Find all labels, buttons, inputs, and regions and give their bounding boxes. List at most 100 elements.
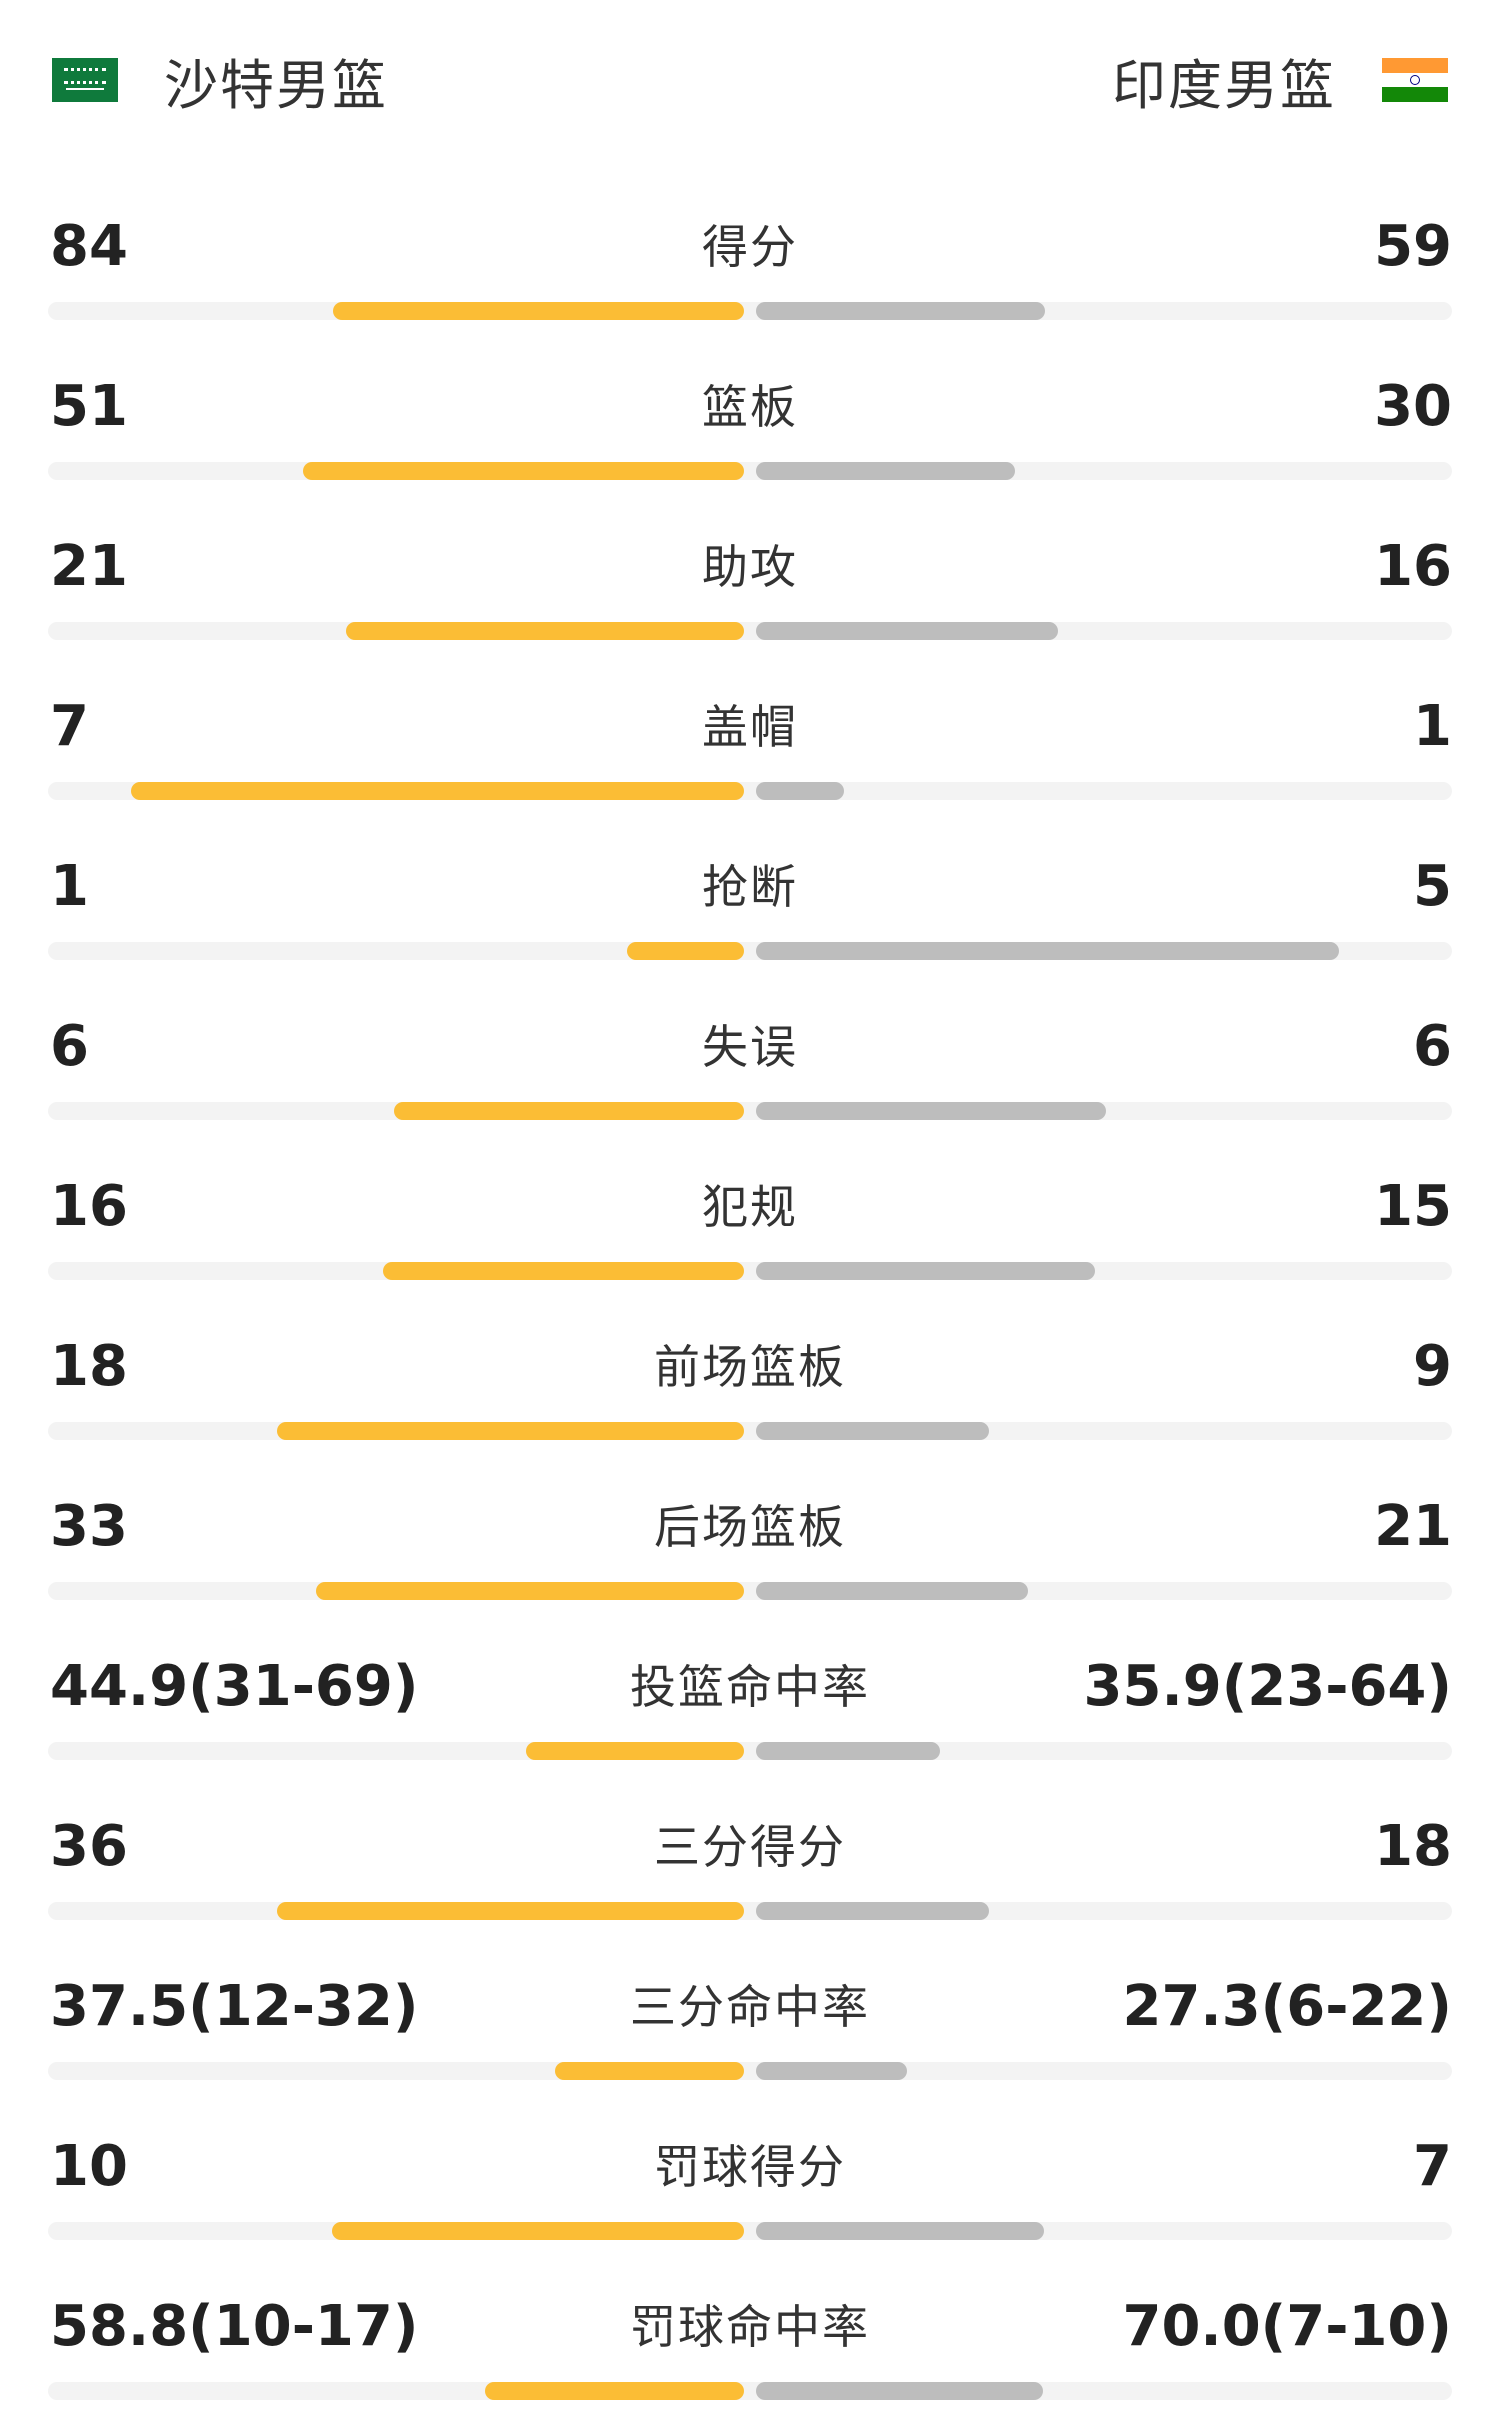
away-stat-bar xyxy=(756,942,1339,960)
away-stat-value: 21 xyxy=(1374,1494,1452,1559)
stat-label: 助攻 xyxy=(702,540,798,594)
stat-label: 失误 xyxy=(702,1020,798,1074)
home-stat-bar xyxy=(316,1582,744,1600)
away-stat-value: 30 xyxy=(1374,374,1452,439)
stat-row: 33 后场篮板 21 xyxy=(0,1460,1500,1620)
stat-bar-track xyxy=(48,1582,1452,1600)
away-team[interactable]: 印度男篮 xyxy=(1112,40,1448,120)
home-team-name: 沙特男篮 xyxy=(164,53,388,117)
stat-row: 10 罚球得分 7 xyxy=(0,2100,1500,2260)
stat-bar-track xyxy=(48,1262,1452,1280)
stat-row: 7 盖帽 1 xyxy=(0,660,1500,820)
away-stat-bar xyxy=(756,1422,989,1440)
home-stat-bar xyxy=(277,1902,744,1920)
stat-label: 投篮命中率 xyxy=(630,1660,870,1714)
home-stat-bar xyxy=(333,302,744,320)
away-stat-value: 9 xyxy=(1413,1334,1452,1399)
away-stat-bar xyxy=(756,1902,989,1920)
stat-label: 抢断 xyxy=(702,860,798,914)
stat-bar-track xyxy=(48,1102,1452,1120)
home-stat-bar xyxy=(277,1422,744,1440)
home-stat-value: 21 xyxy=(50,534,128,599)
stat-label: 前场篮板 xyxy=(654,1340,846,1394)
stat-row: 36 三分得分 18 xyxy=(0,1780,1500,1940)
home-stat-bar xyxy=(555,2062,744,2080)
home-stat-bar xyxy=(627,942,744,960)
away-stat-value: 15 xyxy=(1374,1174,1452,1239)
away-stat-value: 59 xyxy=(1374,214,1452,279)
home-stat-value: 84 xyxy=(50,214,128,279)
away-stat-value: 6 xyxy=(1413,1014,1452,1079)
stat-bar-track xyxy=(48,1902,1452,1920)
home-stat-value: 1 xyxy=(50,854,89,919)
away-stat-value: 1 xyxy=(1413,694,1452,759)
home-stat-value: 7 xyxy=(50,694,89,759)
stat-row: 1 抢断 5 xyxy=(0,820,1500,980)
stat-label: 罚球命中率 xyxy=(630,2300,870,2354)
home-stat-bar xyxy=(383,1262,744,1280)
stat-label: 三分命中率 xyxy=(630,1980,870,2034)
home-stat-value: 18 xyxy=(50,1334,128,1399)
stat-bar-track xyxy=(48,2062,1452,2080)
away-stat-bar xyxy=(756,622,1058,640)
home-stat-value: 58.8(10-17) xyxy=(50,2294,419,2359)
home-stat-bar xyxy=(526,1742,744,1760)
stat-row: 37.5(12-32) 三分命中率 27.3(6-22) xyxy=(0,1940,1500,2100)
stat-label: 犯规 xyxy=(702,1180,798,1234)
stat-bar-track xyxy=(48,1422,1452,1440)
home-stat-value: 37.5(12-32) xyxy=(50,1974,419,2039)
home-stat-bar xyxy=(346,622,744,640)
home-stat-value: 36 xyxy=(50,1814,128,1879)
india-flag-icon xyxy=(1382,58,1448,103)
stat-label: 盖帽 xyxy=(702,700,798,754)
stat-row: 44.9(31-69) 投篮命中率 35.9(23-64) xyxy=(0,1620,1500,1780)
away-stat-bar xyxy=(756,2222,1044,2240)
home-stat-bar xyxy=(332,2222,744,2240)
home-stat-value: 44.9(31-69) xyxy=(50,1654,419,1719)
away-stat-value: 16 xyxy=(1374,534,1452,599)
home-stat-value: 10 xyxy=(50,2134,128,2199)
match-header: 沙特男篮 印度男篮 xyxy=(0,0,1500,160)
stat-bar-track xyxy=(48,1742,1452,1760)
away-stat-value: 7 xyxy=(1413,2134,1452,2199)
away-stat-bar xyxy=(756,2382,1043,2400)
stat-label: 三分得分 xyxy=(654,1820,846,1874)
stat-row: 51 篮板 30 xyxy=(0,340,1500,500)
home-stat-value: 51 xyxy=(50,374,128,439)
away-stat-value: 18 xyxy=(1374,1814,1452,1879)
stat-row: 16 犯规 15 xyxy=(0,1140,1500,1300)
away-stat-bar xyxy=(756,302,1045,320)
away-stat-bar xyxy=(756,1102,1106,1120)
stat-label: 篮板 xyxy=(702,380,798,434)
home-stat-value: 6 xyxy=(50,1014,89,1079)
stat-bar-track xyxy=(48,462,1452,480)
away-team-name: 印度男篮 xyxy=(1112,53,1336,117)
home-stat-bar xyxy=(394,1102,744,1120)
away-stat-bar xyxy=(756,782,844,800)
stat-bar-track xyxy=(48,2382,1452,2400)
stat-row: 6 失误 6 xyxy=(0,980,1500,1140)
stat-row: 84 得分 59 xyxy=(0,180,1500,340)
away-stat-bar xyxy=(756,1262,1095,1280)
stat-label: 罚球得分 xyxy=(654,2140,846,2194)
home-stat-bar xyxy=(303,462,744,480)
stat-bar-track xyxy=(48,302,1452,320)
stat-row: 21 助攻 16 xyxy=(0,500,1500,660)
stat-label: 后场篮板 xyxy=(654,1500,846,1554)
stat-bar-track xyxy=(48,622,1452,640)
home-team[interactable]: 沙特男篮 xyxy=(52,40,388,120)
away-stat-value: 70.0(7-10) xyxy=(1122,2294,1453,2359)
away-stat-value: 27.3(6-22) xyxy=(1122,1974,1453,2039)
away-stat-value: 5 xyxy=(1413,854,1452,919)
home-stat-bar xyxy=(131,782,744,800)
home-stat-value: 16 xyxy=(50,1174,128,1239)
home-stat-value: 33 xyxy=(50,1494,128,1559)
away-stat-value: 35.9(23-64) xyxy=(1083,1654,1452,1719)
stat-label: 得分 xyxy=(702,220,798,274)
stat-row: 58.8(10-17) 罚球命中率 70.0(7-10) xyxy=(0,2260,1500,2420)
home-stat-bar xyxy=(485,2382,744,2400)
stat-row: 18 前场篮板 9 xyxy=(0,1300,1500,1460)
away-stat-bar xyxy=(756,2062,907,2080)
stat-bar-track xyxy=(48,2222,1452,2240)
away-stat-bar xyxy=(756,462,1015,480)
